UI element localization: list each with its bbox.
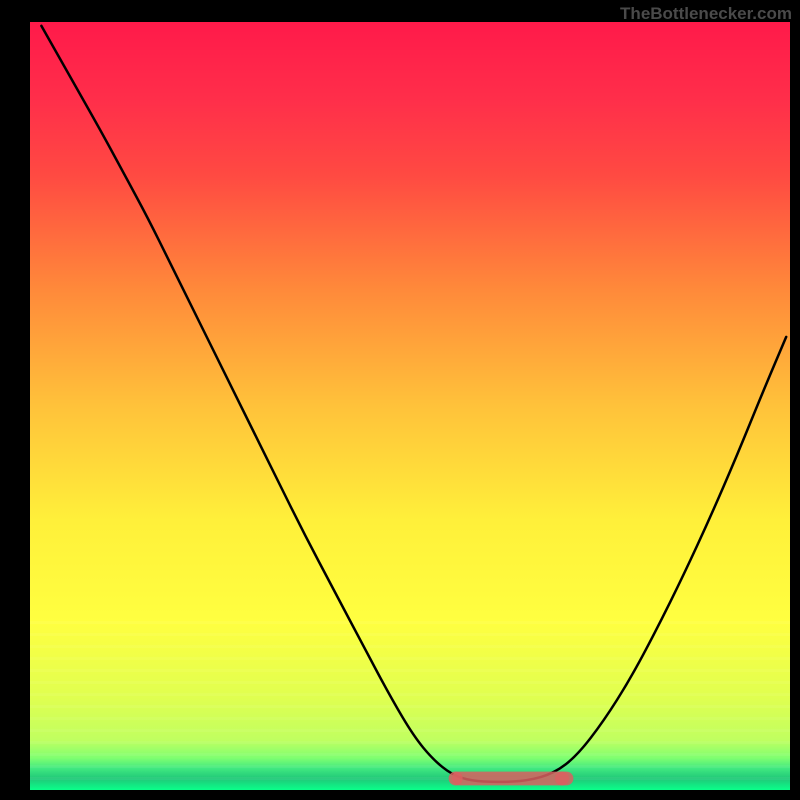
watermark-text: TheBottlenecker.com [620, 4, 792, 24]
chart-svg [0, 0, 800, 800]
bottleneck-chart: TheBottlenecker.com [0, 0, 800, 800]
